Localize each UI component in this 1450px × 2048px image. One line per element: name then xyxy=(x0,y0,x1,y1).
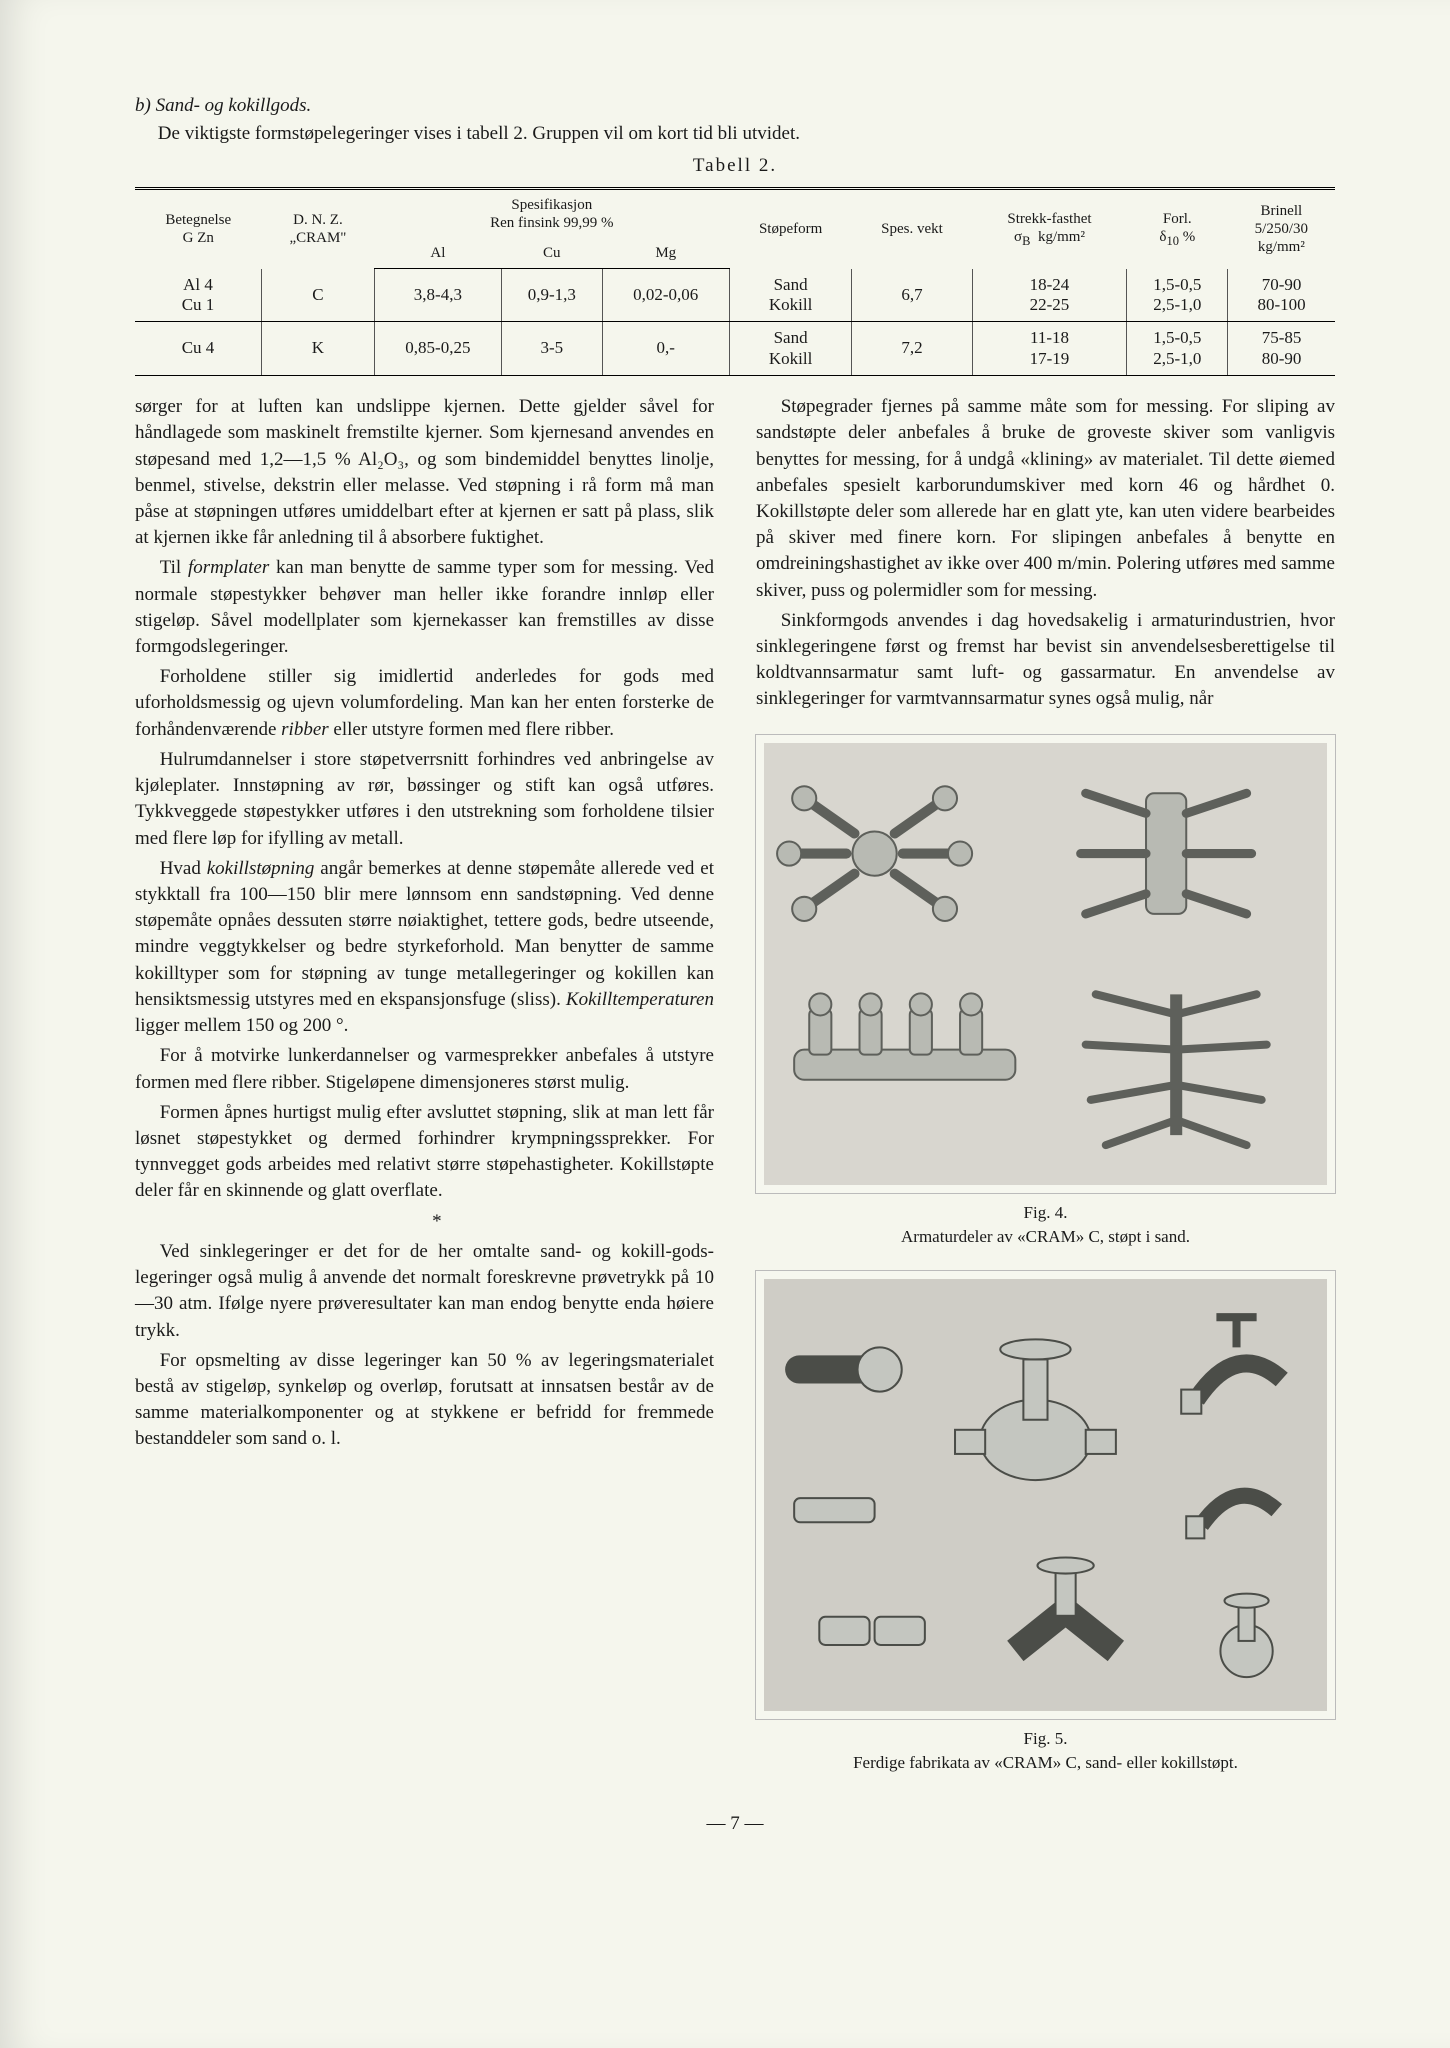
cell-brinell: 75-8580-90 xyxy=(1228,322,1335,376)
table-row: Al 4Cu 1 C 3,8-4,3 0,9-1,3 0,02-0,06 San… xyxy=(135,269,1335,322)
fig-label: Fig. 5. xyxy=(1024,1729,1068,1748)
th-betegnelse: Betegnelse G Zn xyxy=(135,189,262,269)
para: Ved sinklegeringer er det for de her omt… xyxy=(135,1239,714,1344)
cell-al: 0,85-0,25 xyxy=(374,322,501,376)
figure-4-caption: Fig. 4. Armaturdeler av «CRAM» C, støpt … xyxy=(756,1201,1335,1249)
th-strekk: Strekk-fasthetσB kg/mm² xyxy=(972,189,1127,269)
para: Hulrumdannelser i store støpetverrsnitt … xyxy=(135,747,714,852)
section-heading: b) Sand- og kokillgods. xyxy=(135,95,1335,117)
th-stopeform: Støpeform xyxy=(729,189,852,269)
para: For opsmelting av disse legeringer kan 5… xyxy=(135,1348,714,1453)
figure-5: Fig. 5. Ferdige fabrikata av «CRAM» C, s… xyxy=(756,1271,1335,1775)
fig-text: Armaturdeler av «CRAM» C, støpt i sand. xyxy=(901,1227,1190,1246)
th-al: Al xyxy=(374,238,501,269)
th-betegnelse-l1: Betegnelse xyxy=(165,212,231,228)
cell-stopeform: SandKokill xyxy=(729,322,852,376)
cell-al: 3,8-4,3 xyxy=(374,269,501,322)
cell-mg: 0,- xyxy=(602,322,729,376)
cell-spesvekt: 7,2 xyxy=(852,322,972,376)
fig-label: Fig. 4. xyxy=(1024,1203,1068,1222)
fig-text: Ferdige fabrikata av «CRAM» C, sand- ell… xyxy=(853,1753,1238,1772)
cell-mg: 0,02-0,06 xyxy=(602,269,729,322)
cell-dnz: K xyxy=(262,322,375,376)
cell-forl: 1,5-0,52,5-1,0 xyxy=(1127,322,1228,376)
heading-italic: Sand- og kokillgods. xyxy=(156,95,312,116)
th-spesvekt: Spes. vekt xyxy=(852,189,972,269)
cell-cu: 3-5 xyxy=(501,322,602,376)
document-page: b) Sand- og kokillgods. De viktigste for… xyxy=(0,0,1450,2048)
para: Støpegrader fjernes på samme måte som fo… xyxy=(756,394,1335,604)
table-row: Cu 4 K 0,85-0,25 3-5 0,- SandKokill 7,2 … xyxy=(135,322,1335,376)
th-betegnelse-l2: G Zn xyxy=(183,230,214,246)
page-number: — 7 — xyxy=(135,1813,1335,1835)
cell-cu: 0,9-1,3 xyxy=(501,269,602,322)
para: Til formplater kan man benytte de samme … xyxy=(135,555,714,660)
para: Forholdene stiller sig imidlertid anderl… xyxy=(135,664,714,743)
figure-4-photo xyxy=(756,735,1335,1193)
table-caption: Tabell 2. xyxy=(135,155,1335,177)
th-dnz: D. N. Z.„CRAM" xyxy=(262,189,375,269)
cell-betegnelse: Al 4Cu 1 xyxy=(135,269,262,322)
th-mg: Mg xyxy=(602,238,729,269)
cell-forl: 1,5-0,52,5-1,0 xyxy=(1127,269,1228,322)
separator-asterisk: * xyxy=(135,1209,714,1235)
th-brinell: Brinell5/250/30kg/mm² xyxy=(1228,189,1335,269)
para: Hvad kokillstøpning angår bemerkes at de… xyxy=(135,856,714,1040)
th-cu: Cu xyxy=(501,238,602,269)
left-column: sørger for at luften kan undslippe kjern… xyxy=(135,394,714,1784)
body-columns: sørger for at luften kan undslippe kjern… xyxy=(135,394,1335,1784)
cell-spesvekt: 6,7 xyxy=(852,269,972,322)
cell-strekk: 18-2422-25 xyxy=(972,269,1127,322)
cell-betegnelse: Cu 4 xyxy=(135,322,262,376)
heading-prefix: b) xyxy=(135,95,156,116)
th-forl: Forl.δ10 % xyxy=(1127,189,1228,269)
para: Sinkformgods anvendes i dag hovedsakelig… xyxy=(756,608,1335,713)
para: sørger for at luften kan undslippe kjern… xyxy=(135,394,714,551)
cell-stopeform: SandKokill xyxy=(729,269,852,322)
figure-5-photo xyxy=(756,1271,1335,1719)
intro-text: De viktigste formstøpelegeringer vises i… xyxy=(135,123,1335,145)
figure-4: Fig. 4. Armaturdeler av «CRAM» C, støpt … xyxy=(756,735,1335,1249)
para: For å motvirke lunkerdannelser og varmes… xyxy=(135,1043,714,1095)
spec-table: Betegnelse G Zn D. N. Z.„CRAM" Spesifikas… xyxy=(135,187,1335,376)
cell-strekk: 11-1817-19 xyxy=(972,322,1127,376)
right-column: Støpegrader fjernes på samme måte som fo… xyxy=(756,394,1335,1784)
para: Formen åpnes hurtigst mulig efter avslut… xyxy=(135,1100,714,1205)
cell-dnz: C xyxy=(262,269,375,322)
th-spes-group: SpesifikasjonRen finsink 99,99 % xyxy=(374,189,729,239)
figure-5-caption: Fig. 5. Ferdige fabrikata av «CRAM» C, s… xyxy=(756,1727,1335,1775)
cell-brinell: 70-9080-100 xyxy=(1228,269,1335,322)
